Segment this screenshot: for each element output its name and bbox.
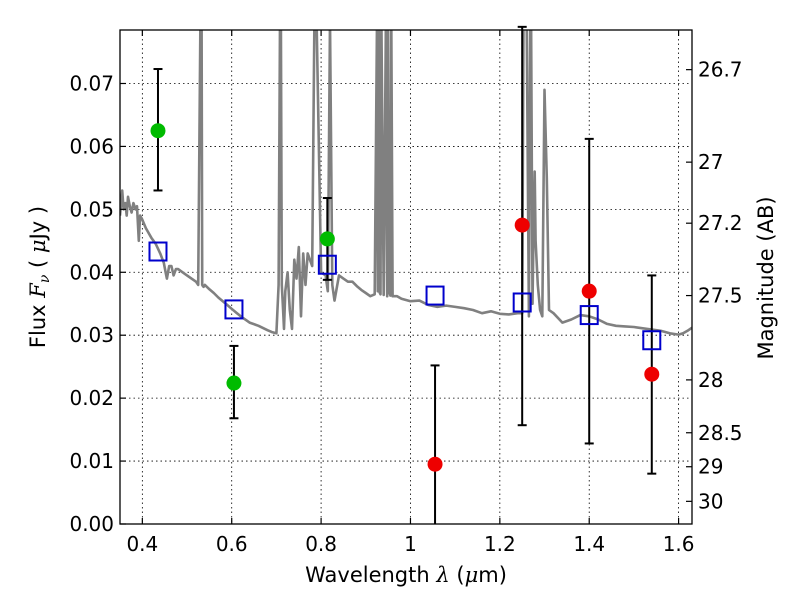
data-point: [581, 283, 597, 299]
right-tick-label: 29: [698, 455, 723, 479]
y-tick-label: 0.07: [69, 71, 114, 95]
right-tick-label: 28.5: [698, 421, 743, 445]
error-bars: [153, 25, 657, 524]
right-axis-title: Magnitude (AB): [754, 196, 778, 359]
spectrum-line: [120, 30, 692, 336]
right-tick-label: 28: [698, 368, 723, 392]
model-squares: [148, 241, 662, 351]
x-ticks: 0.4 0.6 0.8 1 1.2 1.4 1.6: [126, 30, 695, 556]
data-point: [319, 231, 335, 247]
data-point: [226, 375, 242, 391]
y-tick-label: 0.04: [69, 260, 114, 284]
data-point: [644, 366, 660, 382]
x-tick-label: 1.4: [573, 532, 605, 556]
x-tick-label: 0.8: [305, 532, 337, 556]
y-tick-label: 0.01: [69, 449, 114, 473]
detection-points: [150, 123, 660, 472]
right-ticks: 26.7 27 27.2 27.5 28 28.5 29 30: [686, 58, 743, 513]
x-tick-label: 1: [404, 532, 417, 556]
data-point: [514, 217, 530, 233]
model-square: [579, 305, 599, 326]
y-tick-label: 0.02: [69, 386, 114, 410]
y-tick-label: 0.06: [69, 134, 114, 158]
plot-frame: [119, 29, 693, 525]
right-tick-label: 27.2: [698, 211, 743, 235]
data-point: [427, 456, 443, 472]
y-tick-label: 0.05: [69, 197, 114, 221]
model-square: [317, 254, 337, 275]
right-tick-label: 26.7: [698, 58, 743, 82]
y-ticks: 0.00 0.01 0.02 0.03 0.04 0.05 0.06 0.07: [69, 71, 126, 536]
model-square: [642, 330, 662, 351]
right-tick-label: 30: [698, 489, 723, 513]
model-square: [425, 285, 445, 306]
data-point: [150, 123, 166, 139]
x-tick-label: 1.6: [663, 532, 695, 556]
grid-lines: [120, 30, 692, 525]
y-tick-label: 0.03: [69, 323, 114, 347]
x-tick-label: 0.4: [126, 532, 158, 556]
model-square: [224, 299, 244, 320]
y-axis-title: Flux Fν ( μJy ): [26, 206, 53, 348]
right-tick-label: 27.5: [698, 284, 743, 308]
right-tick-label: 27: [698, 150, 723, 174]
model-square: [512, 292, 532, 313]
x-axis-title: Wavelength λ (μm): [305, 563, 507, 587]
x-tick-label: 0.6: [216, 532, 248, 556]
x-tick-label: 1.2: [484, 532, 516, 556]
model-spectrum: [120, 30, 692, 336]
model-square: [148, 241, 168, 262]
y-tick-label: 0.00: [69, 512, 114, 536]
